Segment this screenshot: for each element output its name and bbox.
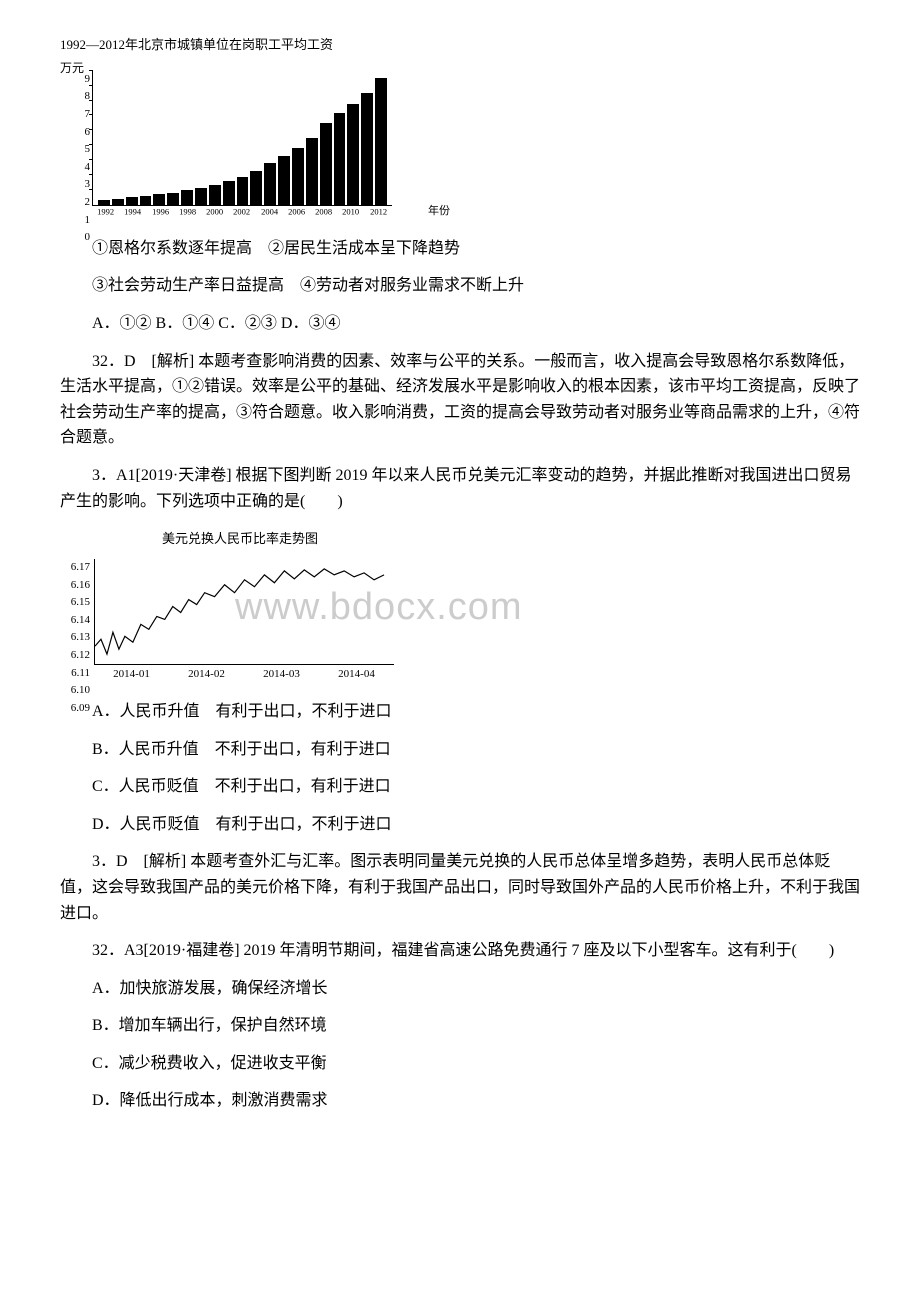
chart-axes xyxy=(92,71,392,206)
q3-answer: 3．D [解析] 本题考查外汇与汇率。图示表明同量美元兑换的人民币总体呈增多趋势… xyxy=(60,849,860,926)
bar xyxy=(320,123,332,205)
bar xyxy=(375,78,387,205)
x-tick-label: 2008 xyxy=(312,206,335,220)
bar xyxy=(361,93,373,205)
q3-option-b: B．人民币升值 不利于出口，有利于进口 xyxy=(60,737,860,763)
bar xyxy=(334,113,346,205)
bar xyxy=(140,196,152,205)
rate-y-tick-label: 6.12 xyxy=(60,647,90,665)
rate-line-chart: 6.176.166.156.146.136.126.116.106.09 www… xyxy=(60,554,420,684)
x-tick-label: 1996 xyxy=(149,206,172,220)
q32-answer: 32．D [解析] 本题考查影响消费的因素、效率与公平的关系。一般而言，收入提高… xyxy=(60,349,860,451)
rate-chart-title: 美元兑换人民币比率走势图 xyxy=(60,529,420,550)
rate-x-tick-label: 2014-03 xyxy=(263,666,300,684)
bar xyxy=(223,181,235,205)
x-tick-label: 2000 xyxy=(203,206,226,220)
x-tick-label: 1994 xyxy=(121,206,144,220)
bar xyxy=(278,156,290,205)
rate-line-svg xyxy=(95,559,394,664)
rate-y-tick-label: 6.17 xyxy=(60,559,90,577)
bar xyxy=(264,163,276,205)
q32-statements-2: ③社会劳动生产率日益提高 ④劳动者对服务业需求不断上升 xyxy=(60,273,860,299)
q32b-option-d: D．降低出行成本，刺激消费需求 xyxy=(60,1088,860,1114)
rate-axes: www.bdocx.com xyxy=(94,559,394,665)
q32b-option-a: A．加快旅游发展，确保经济增长 xyxy=(60,976,860,1002)
y-tick-label: 0 xyxy=(78,229,90,247)
x-axis-labels: 1992 1994 1996 1998 2000 2002 2004 2006 2008 2010… xyxy=(92,205,392,221)
rate-y-tick-label: 6.14 xyxy=(60,612,90,630)
bar xyxy=(209,185,221,204)
bar xyxy=(126,197,138,204)
q3-option-d: D．人民币贬值 有利于出口，不利于进口 xyxy=(60,812,860,838)
q32b-option-c: C．减少税费收入，促进收支平衡 xyxy=(60,1051,860,1077)
x-tick-label: 2010 xyxy=(339,206,362,220)
x-tick-label: 2012 xyxy=(367,206,390,220)
rate-x-tick-label: 2014-01 xyxy=(113,666,150,684)
bar xyxy=(195,188,207,204)
bar xyxy=(167,193,179,205)
bar xyxy=(292,148,304,205)
bar xyxy=(250,171,262,205)
bar xyxy=(347,104,359,205)
q32-statements-1: ①恩格尔系数逐年提高 ②居民生活成本呈下降趋势 xyxy=(60,236,860,262)
x-tick-label: 2004 xyxy=(258,206,281,220)
q3-stem: 3．A1[2019·天津卷] 根据下图判断 2019 年以来人民币兑美元汇率变动… xyxy=(60,463,860,514)
rate-y-labels: 6.176.166.156.146.136.126.116.106.09 xyxy=(60,559,90,659)
q32b-option-b: B．增加车辆出行，保护自然环境 xyxy=(60,1013,860,1039)
wage-chart-title: 1992—2012年北京市城镇单位在岗职工平均工资 xyxy=(60,35,860,56)
x-tick-label: 1992 xyxy=(94,206,117,220)
q3-option-a: A．人民币升值 有利于出口，不利于进口 xyxy=(60,699,860,725)
x-tick-label: 2006 xyxy=(285,206,308,220)
rate-polyline xyxy=(95,569,384,654)
bar xyxy=(181,190,193,205)
q3-option-c: C．人民币贬值 不利于出口，有利于进口 xyxy=(60,774,860,800)
rate-y-tick-label: 6.16 xyxy=(60,577,90,595)
rate-y-tick-label: 6.13 xyxy=(60,629,90,647)
rate-y-tick-label: 6.15 xyxy=(60,594,90,612)
rate-x-labels: 2014-01 2014-02 2014-03 2014-04 xyxy=(94,666,394,684)
bar xyxy=(306,138,318,205)
q32-options: A．①② B．①④ C．②③ D．③④ xyxy=(60,311,860,337)
rate-x-tick-label: 2014-02 xyxy=(188,666,225,684)
rate-x-tick-label: 2014-04 xyxy=(338,666,375,684)
q32b-stem: 32．A3[2019·福建卷] 2019 年清明节期间，福建省高速公路免费通行 … xyxy=(60,938,860,964)
x-tick-label: 1998 xyxy=(176,206,199,220)
bar xyxy=(237,177,249,205)
bars-group xyxy=(93,71,392,205)
rate-y-tick-label: 6.11 xyxy=(60,665,90,683)
bar xyxy=(153,194,165,204)
wage-bar-chart: 万元 9876543210 19921994199619982000200220… xyxy=(60,61,420,221)
rate-chart-container: 美元兑换人民币比率走势图 6.176.166.156.146.136.126.1… xyxy=(60,529,860,684)
x-tick-label: 2002 xyxy=(230,206,253,220)
x-axis-unit: 年份 xyxy=(428,203,450,221)
rate-y-tick-label: 6.10 xyxy=(60,682,90,700)
wage-chart-container: 1992—2012年北京市城镇单位在岗职工平均工资 万元 9876543210 … xyxy=(60,35,860,221)
rate-y-tick-label: 6.09 xyxy=(60,700,90,718)
y-tick-label: 1 xyxy=(78,212,90,230)
